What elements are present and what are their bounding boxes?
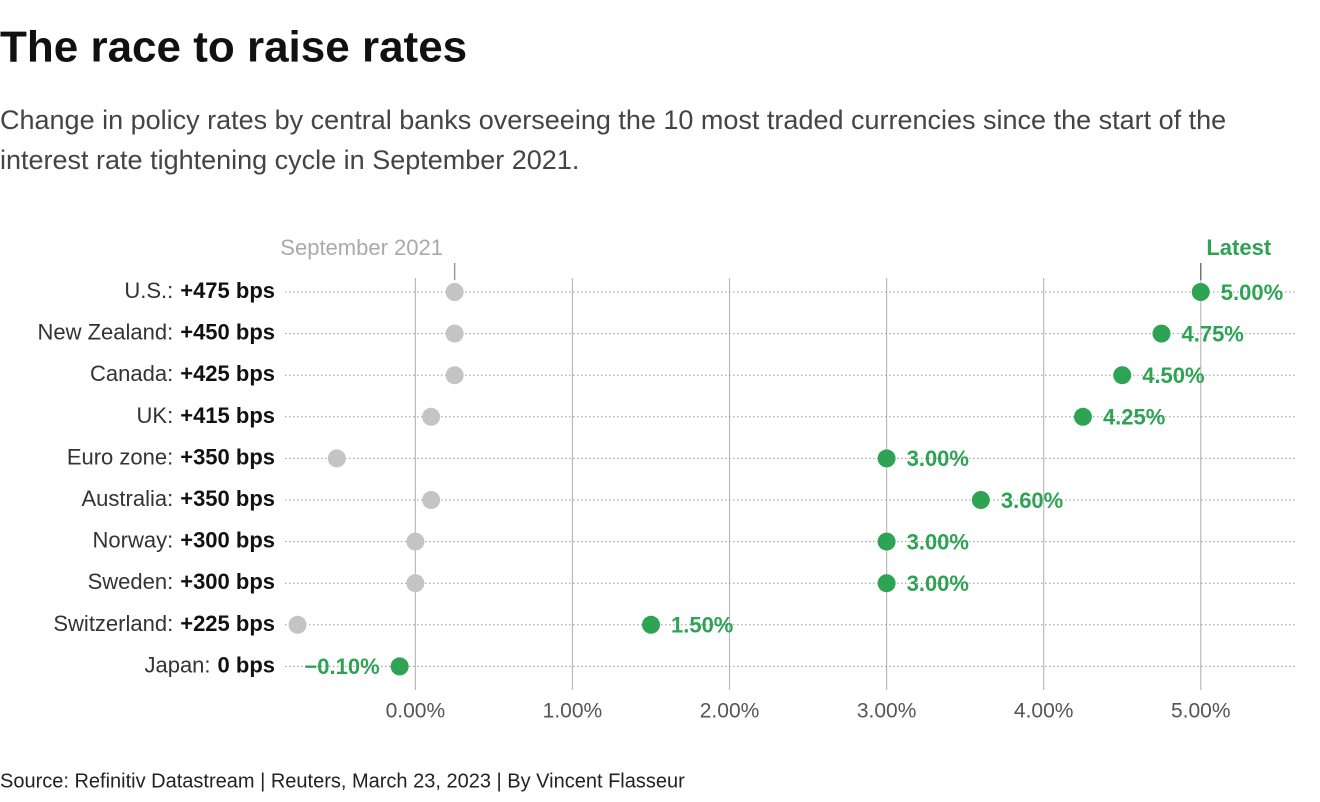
row-label: New Zealand: +450 bps bbox=[37, 319, 275, 344]
row-label: Switzerland: +225 bps bbox=[53, 611, 275, 636]
end-dot bbox=[390, 657, 409, 676]
end-dot bbox=[971, 491, 990, 509]
source: Source: Refinitiv Datastream | Reuters, … bbox=[0, 770, 685, 792]
row-label: Australia: +350 bps bbox=[82, 486, 276, 511]
category-label: Switzerland: bbox=[53, 611, 173, 636]
value-label: 3.00% bbox=[907, 571, 969, 596]
row-label: Euro zone: +350 bps bbox=[67, 444, 275, 469]
value-label: 5.00% bbox=[1221, 280, 1283, 305]
value-label: 3.60% bbox=[1001, 488, 1063, 513]
start-dot bbox=[422, 491, 441, 509]
change-label: +225 bps bbox=[180, 611, 275, 636]
change-label: +415 bps bbox=[180, 403, 275, 428]
end-dot bbox=[1191, 283, 1210, 301]
value-label: 1.50% bbox=[671, 613, 733, 638]
start-dot bbox=[445, 283, 464, 301]
change-label: +450 bps bbox=[180, 319, 275, 344]
end-dot bbox=[1152, 324, 1171, 343]
start-dot bbox=[327, 449, 346, 468]
start-dot bbox=[422, 407, 441, 426]
value-label: 4.50% bbox=[1142, 363, 1204, 388]
category-label: New Zealand: bbox=[37, 319, 173, 344]
value-label: −0.10% bbox=[304, 654, 379, 679]
end-dot bbox=[641, 615, 660, 634]
x-tick-label: 3.00% bbox=[857, 700, 917, 723]
value-label: 3.00% bbox=[907, 529, 969, 554]
category-label: Sweden: bbox=[88, 569, 174, 594]
row-label: Sweden: +300 bps bbox=[88, 569, 275, 594]
row-label: Canada: +425 bps bbox=[90, 361, 275, 386]
legend-label: September 2021 bbox=[280, 235, 443, 260]
value-label: 4.75% bbox=[1181, 321, 1243, 346]
category-label: Japan: bbox=[144, 652, 210, 677]
x-tick-label: 0.00% bbox=[386, 700, 446, 723]
row-label: UK: +415 bps bbox=[137, 403, 275, 428]
value-label: 3.00% bbox=[907, 446, 969, 471]
change-label: +300 bps bbox=[180, 569, 275, 594]
category-label: U.S.: bbox=[124, 278, 173, 303]
x-tick-label: 4.00% bbox=[1014, 700, 1074, 723]
chart-title: The race to raise rates bbox=[0, 23, 467, 72]
x-tick-label: 1.00% bbox=[543, 700, 603, 723]
start-dot bbox=[445, 324, 464, 343]
change-label: +350 bps bbox=[180, 444, 275, 469]
change-label: +300 bps bbox=[180, 527, 275, 552]
change-label: +475 bps bbox=[180, 278, 275, 303]
start-dot bbox=[288, 615, 307, 634]
change-label: +350 bps bbox=[180, 486, 275, 511]
end-dot bbox=[1113, 366, 1132, 385]
end-dot bbox=[1073, 407, 1092, 426]
row-label: U.S.: +475 bps bbox=[124, 278, 275, 303]
row-label: Japan: 0 bps bbox=[144, 652, 275, 677]
category-label: Norway: bbox=[93, 527, 174, 552]
x-tick-label: 5.00% bbox=[1171, 700, 1231, 723]
end-dot bbox=[877, 449, 896, 468]
start-dot bbox=[406, 532, 425, 551]
chart-subtitle: Change in policy rates by central banks … bbox=[0, 105, 1227, 175]
end-dot bbox=[877, 532, 896, 551]
change-label: 0 bps bbox=[218, 652, 275, 677]
category-label: Euro zone: bbox=[67, 444, 173, 469]
category-label: Canada: bbox=[90, 361, 173, 386]
legend-label: Latest bbox=[1206, 235, 1271, 260]
row-label: Norway: +300 bps bbox=[93, 527, 275, 552]
start-dot bbox=[445, 366, 464, 385]
subtitle-box: Change in policy rates by central banks … bbox=[0, 105, 1227, 175]
category-label: UK: bbox=[137, 403, 174, 428]
value-label: 4.25% bbox=[1103, 405, 1165, 430]
category-label: Australia: bbox=[82, 486, 174, 511]
start-dot bbox=[406, 574, 425, 593]
x-tick-label: 2.00% bbox=[700, 700, 760, 723]
end-dot bbox=[877, 574, 896, 593]
change-label: +425 bps bbox=[180, 361, 275, 386]
